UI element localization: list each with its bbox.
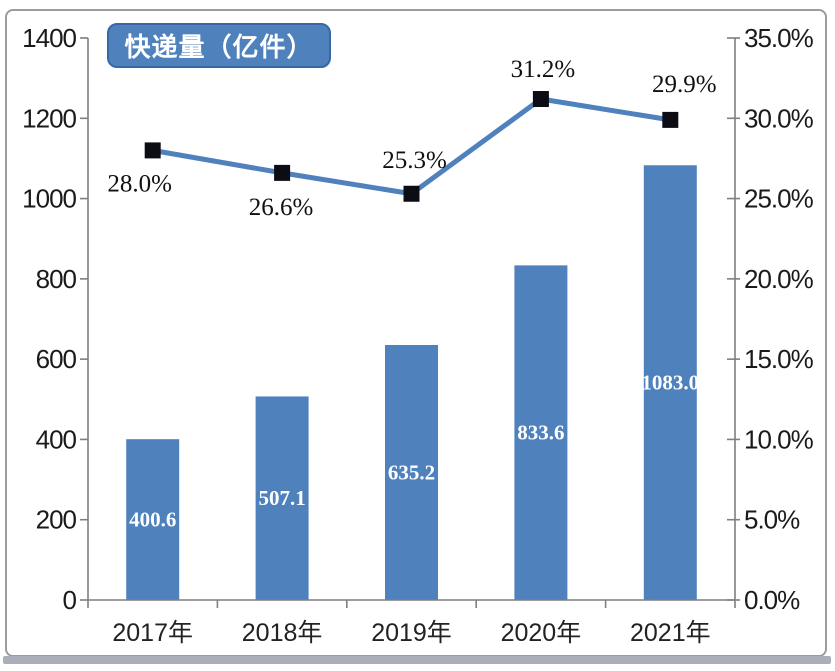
line-marker (274, 164, 291, 181)
bar-value-label: 635.2 (388, 461, 435, 485)
left-axis-tick-label: 600 (36, 344, 77, 374)
left-axis-tick-label: 200 (36, 505, 77, 535)
bar-2020年 (514, 265, 568, 600)
right-axis-tick-label: 20.0% (744, 264, 814, 294)
x-axis-category-label: 2017年 (112, 619, 193, 647)
x-axis-category-label: 2019年 (371, 619, 452, 647)
right-axis-tick-label: 30.0% (744, 103, 814, 133)
left-axis-tick-label: 1200 (22, 103, 76, 133)
left-axis-tick-label: 800 (36, 264, 77, 294)
right-axis-tick-label: 25.0% (744, 184, 814, 214)
frame-bottom-edge (3, 656, 831, 664)
right-axis-tick-label: 0.0% (744, 585, 800, 615)
x-axis-category-label: 2018年 (242, 619, 323, 647)
right-axis-tick-label: 15.0% (744, 344, 814, 374)
bar-value-label: 507.1 (258, 486, 305, 510)
right-axis-tick-label: 10.0% (744, 424, 814, 454)
left-axis-tick-label: 0 (63, 585, 77, 615)
line-value-label: 29.9% (652, 71, 717, 98)
line-value-label: 28.0% (107, 170, 172, 197)
left-axis-tick-label: 1000 (22, 184, 76, 214)
bar-value-label: 400.6 (129, 508, 176, 532)
line-value-label: 26.6% (249, 194, 314, 221)
bar-2019年 (385, 345, 438, 600)
bar-value-label: 1083.0 (641, 371, 699, 395)
line-marker (144, 142, 161, 159)
line-value-label: 31.2% (511, 56, 576, 83)
legend-box: 快递量（亿件） (107, 23, 331, 68)
legend-label: 快递量（亿件） (124, 32, 314, 62)
right-axis-tick-label: 5.0% (744, 505, 800, 535)
right-axis-tick-label: 35.0% (744, 23, 814, 53)
bar-2017年 (126, 439, 180, 600)
line-value-label: 25.3% (382, 147, 447, 174)
line-marker (403, 185, 420, 202)
left-axis-tick-label: 400 (36, 424, 77, 454)
bar-2021年 (643, 165, 697, 600)
x-axis-category-label: 2020年 (501, 619, 582, 647)
x-axis-category-label: 2021年 (630, 619, 711, 647)
line-marker (662, 111, 679, 128)
line-marker (532, 91, 549, 108)
bar-2018年 (255, 396, 309, 600)
bar-value-label: 833.6 (517, 421, 564, 445)
left-axis-tick-label: 1400 (22, 23, 76, 53)
